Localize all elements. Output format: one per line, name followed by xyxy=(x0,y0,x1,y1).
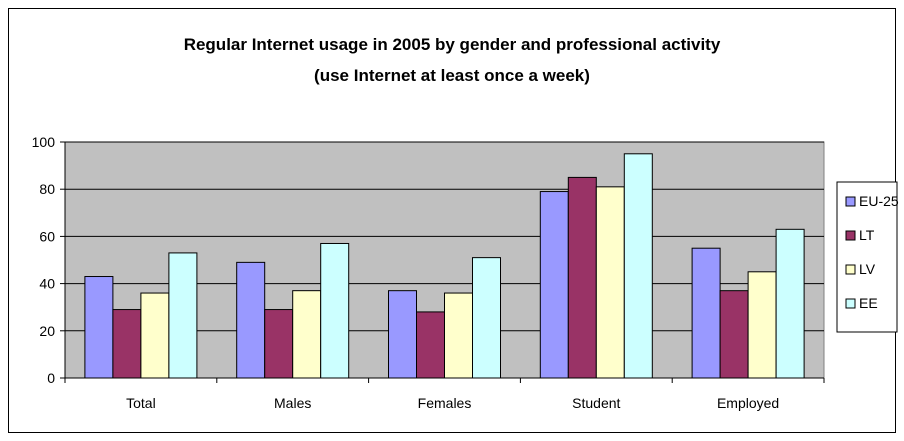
bar-ee-females xyxy=(472,257,501,379)
bars xyxy=(84,153,805,379)
y-tick-label: 40 xyxy=(39,276,55,292)
bar-lt-student xyxy=(567,176,597,379)
axes: 0 20 40 60 80 100 Total Males Females Student Empl… xyxy=(32,134,825,411)
bar-eu-25-student xyxy=(539,191,569,379)
bar-lt-females xyxy=(416,311,445,379)
bar-lt-total xyxy=(112,309,142,379)
y-tick-label: 0 xyxy=(47,370,55,386)
x-tick-label: Total xyxy=(126,395,156,411)
bar-lv-females xyxy=(444,292,473,379)
chart-subtitle: (use Internet at least once a week) xyxy=(314,66,590,85)
bar-ee-student xyxy=(623,153,653,379)
chart-title: Regular Internet usage in 2005 by gender… xyxy=(183,35,721,54)
legend-label: EE xyxy=(859,295,878,311)
bar-lt-employed xyxy=(719,290,749,379)
legend-swatch xyxy=(845,298,856,309)
bar-eu-25-males xyxy=(236,261,266,379)
legend-label: LT xyxy=(859,227,875,243)
bar-eu-25-employed xyxy=(691,247,721,379)
x-tick-label: Employed xyxy=(717,395,779,411)
x-tick-label: Student xyxy=(572,395,620,411)
bar-eu-25-females xyxy=(388,290,417,379)
bar-lv-males xyxy=(292,290,322,379)
legend-label: LV xyxy=(859,261,876,277)
bar-lv-student xyxy=(595,186,625,379)
y-tick-label: 100 xyxy=(32,134,56,150)
bar-lt-males xyxy=(264,309,294,379)
bar-lv-employed xyxy=(747,271,777,379)
x-tick-label: Males xyxy=(274,395,311,411)
bar-ee-total xyxy=(168,252,198,379)
legend-swatch xyxy=(845,264,856,275)
bar-lv-total xyxy=(140,292,170,379)
bar-eu-25-total xyxy=(84,276,114,379)
legend-swatch xyxy=(845,196,856,207)
y-tick-label: 80 xyxy=(39,181,55,197)
legend-swatch xyxy=(845,230,856,241)
legend-label: EU-25 xyxy=(859,193,899,209)
y-tick-label: 60 xyxy=(39,228,55,244)
bar-ee-males xyxy=(320,242,350,379)
x-tick-label: Females xyxy=(418,395,472,411)
bar-ee-employed xyxy=(775,228,805,379)
y-tick-label: 20 xyxy=(39,323,55,339)
legend: EU-25 LT LV EE xyxy=(836,181,899,333)
